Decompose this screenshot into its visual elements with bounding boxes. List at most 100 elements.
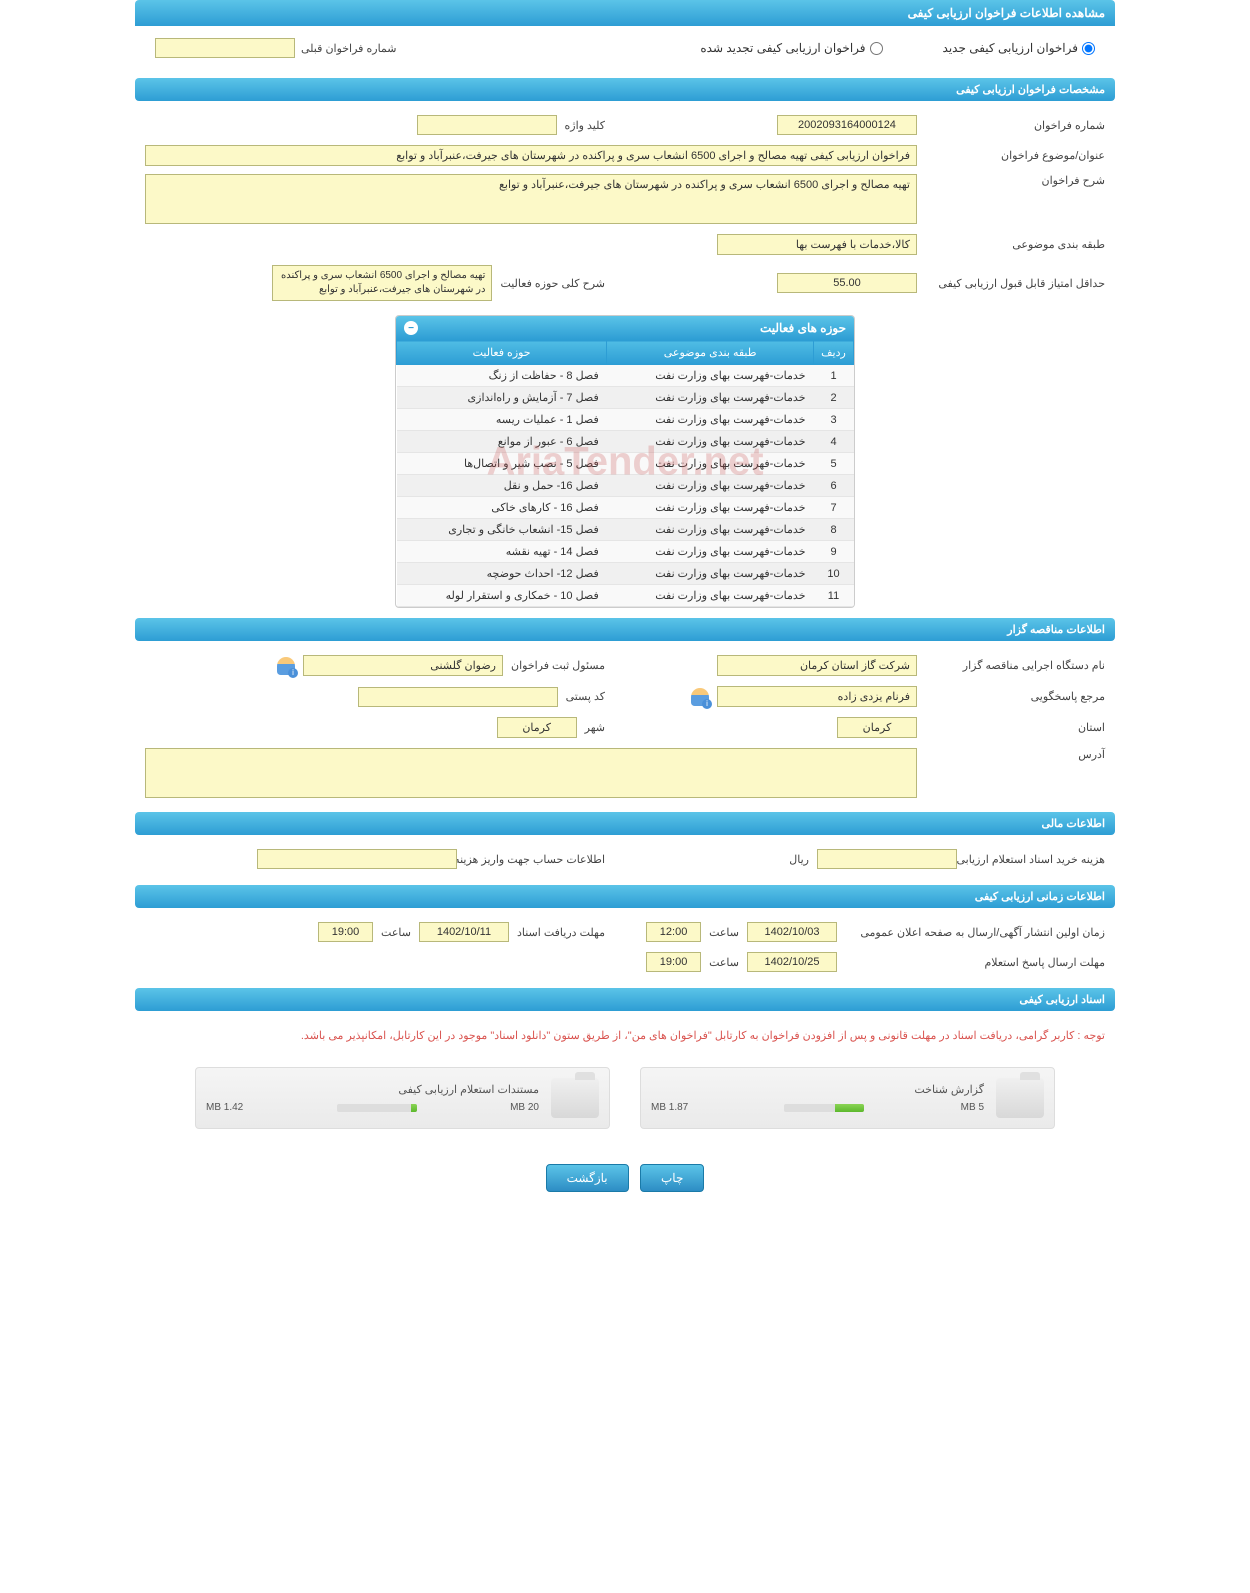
account-value: [257, 849, 457, 869]
receive-date: 1402/10/11: [419, 922, 509, 942]
row-area: فصل 10 - خمکاری و استقرار لوله: [397, 585, 607, 607]
row-area: فصل 8 - حفاظت از زنگ: [397, 365, 607, 387]
doc-recognition-total: 5 MB: [961, 1102, 984, 1113]
print-button[interactable]: چاپ: [640, 1164, 704, 1192]
prev-number-label: شماره فراخوان قبلی: [301, 42, 397, 55]
hour-label-3: ساعت: [709, 956, 739, 969]
call-type-row: فراخوان ارزیابی کیفی جدید فراخوان ارزیاب…: [135, 28, 1115, 68]
table-row: 9 خدمات-فهرست بهای وزارت نفت فصل 14 - ته…: [397, 541, 854, 563]
postal-value: [358, 687, 558, 707]
doc-evidence-title: مستندات استعلام ارزیابی کیفی: [206, 1083, 539, 1096]
row-cat: خدمات-فهرست بهای وزارت نفت: [607, 585, 814, 607]
row-area: فصل 14 - تهیه نقشه: [397, 541, 607, 563]
province-label: استان: [925, 721, 1105, 734]
hour-label-2: ساعت: [381, 926, 411, 939]
folder-icon: [996, 1078, 1044, 1118]
table-row: 10 خدمات-فهرست بهای وزارت نفت فصل 12- اح…: [397, 563, 854, 585]
back-button[interactable]: بازگشت: [546, 1164, 629, 1192]
row-area: فصل 7 - آزمایش و راه‌اندازی: [397, 387, 607, 409]
reply-date: 1402/10/25: [747, 952, 837, 972]
doc-cost-value: [817, 849, 957, 869]
col-cat: طبقه بندی موضوعی: [607, 341, 814, 365]
contact-value: فرنام یزدی زاده: [717, 686, 917, 707]
min-score-label: حداقل امتیاز قابل قبول ارزیابی کیفی: [925, 277, 1105, 290]
col-area: حوزه فعالیت: [397, 341, 607, 365]
row-cat: خدمات-فهرست بهای وزارت نفت: [607, 563, 814, 585]
contact-label: مرجع پاسخگویی: [925, 690, 1105, 703]
currency-label: ریال: [789, 853, 809, 866]
doc-evidence-used: 1.42 MB: [206, 1102, 243, 1113]
row-area: فصل 1 - عملیات ریسه: [397, 409, 607, 431]
city-label: شهر: [585, 721, 605, 734]
table-row: 1 خدمات-فهرست بهای وزارت نفت فصل 8 - حفا…: [397, 365, 854, 387]
province-value: کرمان: [837, 717, 917, 738]
doc-evidence[interactable]: مستندات استعلام ارزیابی کیفی 20 MB 1.42 …: [195, 1067, 610, 1129]
docs-header: اسناد ارزیابی کیفی: [135, 988, 1115, 1011]
row-num: 8: [814, 519, 854, 541]
first-pub-time: 12:00: [646, 922, 701, 942]
org-value: شرکت گاز استان کرمان: [717, 655, 917, 676]
table-row: 3 خدمات-فهرست بهای وزارت نفت فصل 1 - عمل…: [397, 409, 854, 431]
doc-evidence-total: 20 MB: [510, 1102, 539, 1113]
activity-table: ردیف طبقه بندی موضوعی حوزه فعالیت 1 خدما…: [396, 340, 854, 607]
row-area: فصل 6 - عبور از موانع: [397, 431, 607, 453]
row-cat: خدمات-فهرست بهای وزارت نفت: [607, 431, 814, 453]
reply-time: 19:00: [646, 952, 701, 972]
row-num: 2: [814, 387, 854, 409]
category-value: کالا،خدمات با فهرست بها: [717, 234, 917, 255]
first-pub-label: زمان اولین انتشار آگهی/ارسال به صفحه اعل…: [845, 926, 1105, 939]
row-num: 9: [814, 541, 854, 563]
row-num: 3: [814, 409, 854, 431]
user-icon[interactable]: [691, 688, 709, 706]
row-cat: خدمات-فهرست بهای وزارت نفت: [607, 453, 814, 475]
doc-recognition-title: گزارش شناخت: [651, 1083, 984, 1096]
account-label: اطلاعات حساب جهت واریز هزینه خرید اسناد: [465, 853, 605, 866]
reply-label: مهلت ارسال پاسخ استعلام: [845, 956, 1105, 969]
table-row: 11 خدمات-فهرست بهای وزارت نفت فصل 10 - خ…: [397, 585, 854, 607]
row-area: فصل 12- احداث حوضچه: [397, 563, 607, 585]
scope-label: شرح کلی حوزه فعالیت: [500, 277, 605, 290]
row-cat: خدمات-فهرست بهای وزارت نفت: [607, 409, 814, 431]
activity-header-title: حوزه های فعالیت: [760, 321, 846, 335]
row-num: 4: [814, 431, 854, 453]
radio-renewed-label: فراخوان ارزیابی کیفی تجدید شده: [700, 41, 865, 55]
finance-header: اطلاعات مالی: [135, 812, 1115, 835]
doc-recognition[interactable]: گزارش شناخت 5 MB 1.87 MB: [640, 1067, 1055, 1129]
call-title-label: عنوان/موضوع فراخوان: [925, 149, 1105, 162]
page-title: مشاهده اطلاعات فراخوان ارزیابی کیفی: [135, 0, 1115, 26]
radio-new[interactable]: فراخوان ارزیابی کیفی جدید: [943, 41, 1095, 55]
call-desc-label: شرح فراخوان: [925, 174, 1105, 187]
doc-recognition-used: 1.87 MB: [651, 1102, 688, 1113]
min-score-value: 55.00: [777, 273, 917, 293]
activity-panel: حوزه های فعالیت − ردیف طبقه بندی موضوعی …: [395, 315, 855, 608]
col-row: ردیف: [814, 341, 854, 365]
progress-bar: [337, 1104, 417, 1112]
row-num: 11: [814, 585, 854, 607]
table-row: 4 خدمات-فهرست بهای وزارت نفت فصل 6 - عبو…: [397, 431, 854, 453]
row-num: 7: [814, 497, 854, 519]
table-row: 5 خدمات-فهرست بهای وزارت نفت فصل 5 - نصب…: [397, 453, 854, 475]
row-cat: خدمات-فهرست بهای وزارت نفت: [607, 519, 814, 541]
prev-number-value: [155, 38, 295, 58]
row-cat: خدمات-فهرست بهای وزارت نفت: [607, 365, 814, 387]
radio-renewed[interactable]: فراخوان ارزیابی کیفی تجدید شده: [700, 41, 882, 55]
org-label: نام دستگاه اجرایی مناقصه گزار: [925, 659, 1105, 672]
radio-renewed-input[interactable]: [870, 42, 883, 55]
keyword-value: [417, 115, 557, 135]
row-cat: خدمات-فهرست بهای وزارت نفت: [607, 475, 814, 497]
call-desc-value: تهیه مصالح و اجرای 6500 انشعاب سری و پرا…: [145, 174, 917, 224]
radio-new-label: فراخوان ارزیابی کیفی جدید: [943, 41, 1078, 55]
row-num: 6: [814, 475, 854, 497]
table-row: 2 خدمات-فهرست بهای وزارت نفت فصل 7 - آزم…: [397, 387, 854, 409]
row-num: 1: [814, 365, 854, 387]
postal-label: کد پستی: [566, 690, 605, 703]
radio-new-input[interactable]: [1082, 42, 1095, 55]
user-icon[interactable]: [277, 657, 295, 675]
keyword-label: کلید واژه: [565, 119, 605, 132]
collapse-icon[interactable]: −: [404, 321, 418, 335]
progress-bar: [784, 1104, 864, 1112]
call-title-value: فراخوان ارزیابی کیفی تهیه مصالح و اجرای …: [145, 145, 917, 166]
hour-label-1: ساعت: [709, 926, 739, 939]
row-cat: خدمات-فهرست بهای وزارت نفت: [607, 387, 814, 409]
call-number-value: 2002093164000124: [777, 115, 917, 135]
